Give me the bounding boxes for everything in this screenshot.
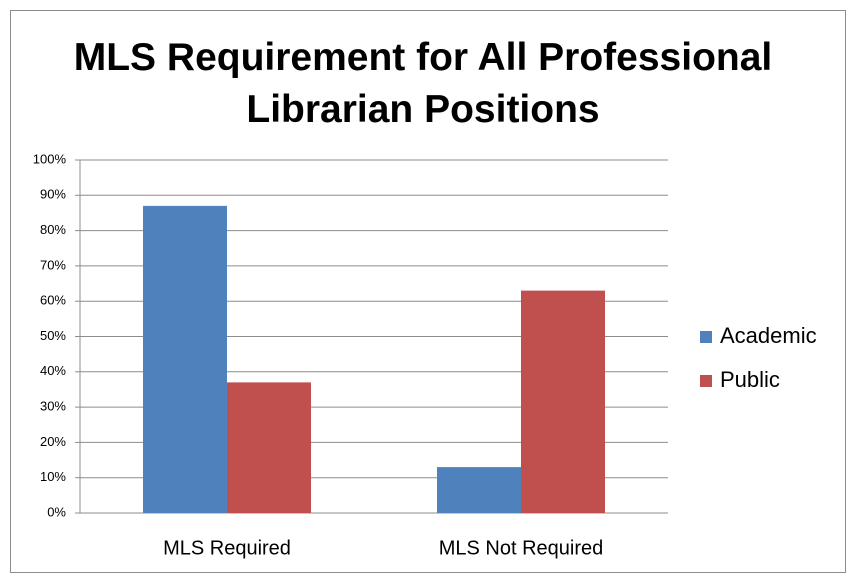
y-tick-label: 70%: [40, 257, 66, 272]
y-tick-label: 80%: [40, 222, 66, 237]
bar: [143, 205, 227, 513]
y-tick-label: 20%: [40, 434, 66, 449]
bar: [437, 467, 521, 513]
legend-label: Public: [720, 367, 780, 392]
legend-swatch: [700, 375, 712, 387]
legend-label: Academic: [720, 323, 817, 348]
chart-title: MLS Requirement for All Professional Lib…: [73, 36, 773, 131]
legend-swatch: [700, 331, 712, 343]
y-tick-label: 30%: [40, 399, 66, 414]
y-tick-label: 100%: [33, 151, 67, 166]
y-tick-label: 90%: [40, 187, 66, 202]
y-tick-label: 60%: [40, 293, 66, 308]
y-tick-label: 10%: [40, 469, 66, 484]
y-tick-label: 40%: [40, 363, 66, 378]
y-tick-label: 50%: [40, 328, 66, 343]
bar: [227, 382, 311, 513]
x-tick-label: MLS Not Required: [439, 537, 604, 559]
y-tick-label: 0%: [47, 504, 66, 519]
x-tick-label: MLS Required: [163, 537, 291, 559]
bar: [521, 290, 605, 513]
